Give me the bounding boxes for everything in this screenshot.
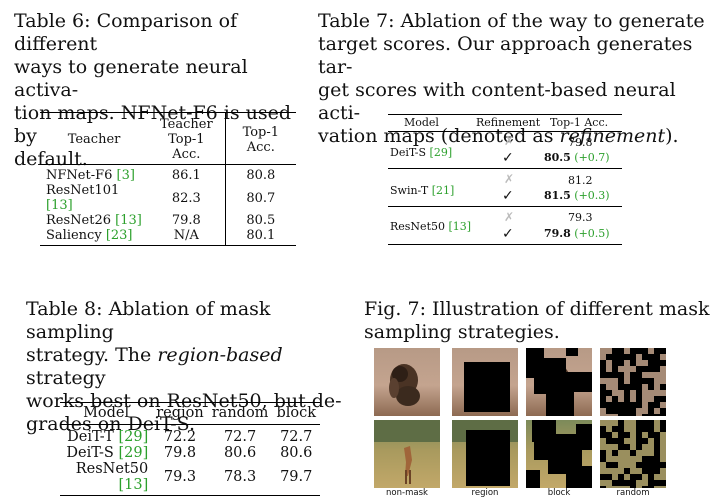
table6: Teacher Teacher Top-1 Acc. Top-1 Acc. NFN… [40,112,296,246]
figure7-label-block: block [547,488,571,498]
check-icon: ✓ [502,150,514,166]
image-deer-region-mask [452,420,518,488]
table-row: ResNet50 [13] 79.3 78.3 79.7 [60,461,320,496]
table7-refined: 79.8 (+0.5) [544,227,610,240]
image-dog-random-mask [600,348,666,416]
table6-caption-line: Table 6: Comparison of different [14,10,238,55]
table8: Model region random block DeiT-T [29] 72… [60,402,320,496]
table-row: ResNet26 [13] 79.8 80.5 [40,213,296,228]
cross-icon: ✗ [504,134,515,148]
table7-header-model: Model [404,116,439,129]
table7-refined: 80.5 (+0.7) [544,151,610,164]
table6-header-row: Teacher Teacher Top-1 Acc. Top-1 Acc. [40,112,296,165]
table7-caption-line: Table 7: Ablation of the way to generate [318,10,705,32]
table6-caption: Table 6: Comparison of different ways to… [14,10,314,171]
table7-caption-line: target scores. Our approach generates ta… [318,33,693,78]
table-row: ResNet101 [13] 82.3 80.7 [40,183,296,213]
image-dog-non-mask [374,348,440,416]
table8-header-row: Model region random block [60,402,320,425]
table7-model: ResNet50 [13] [390,220,472,233]
table7-header-top1: Top-1 Acc. [550,116,609,129]
table7-model: DeiT-S [29] [390,146,453,159]
table6-header-top1: Top-1 Acc. [224,112,296,165]
cross-icon: ✗ [504,210,515,224]
table-row: DeiT-S [29] 79.8 80.6 80.6 [66,445,313,461]
image-dog-block-mask [526,348,592,416]
image-deer-non-mask [374,420,440,488]
table6-header-teacher-acc: Teacher Top-1 Acc. [160,117,213,162]
check-icon: ✓ [502,188,514,204]
image-deer-block-mask [526,420,592,488]
cross-icon: ✗ [504,172,515,186]
table7-model: Swin-T [21] [390,184,455,197]
table-row: Saliency [23] N/A 80.1 [40,228,296,246]
table6-caption-line: tion maps. NFNet-F6 is used by [14,102,292,147]
table7-caption-line: get scores with content-based neural act… [318,79,676,124]
table8-caption: Table 8: Ablation of mask sampling strat… [26,298,342,435]
figure7-label-non-mask: non-mask [386,488,428,498]
figure7-label-random: random [616,488,650,498]
figure7-label-region: region [471,488,499,498]
check-icon: ✓ [502,226,514,242]
table6-caption-line: ways to generate neural activa- [14,56,248,101]
figure7-caption: Fig. 7: Illustration of different mask s… [364,298,710,343]
table6-header-teacher: Teacher [67,132,121,147]
table-row: NFNet-F6 [3] 86.1 80.8 [40,164,296,183]
table7-refined: 81.5 (+0.3) [544,189,610,202]
table7: Model Refinement Top-1 Acc. DeiT-S [29] … [388,114,622,246]
table-row: DeiT-T [29] 72.2 72.7 72.7 [60,424,320,445]
image-deer-random-mask [600,420,666,488]
table7-caption-line: vation maps (denoted as refinement). [318,125,679,147]
table6-caption-line: default. [14,148,88,170]
table7-caption: Table 7: Ablation of the way to generate… [318,10,718,148]
image-dog-region-mask [452,348,518,416]
table7-header-refinement: Refinement [476,116,541,129]
